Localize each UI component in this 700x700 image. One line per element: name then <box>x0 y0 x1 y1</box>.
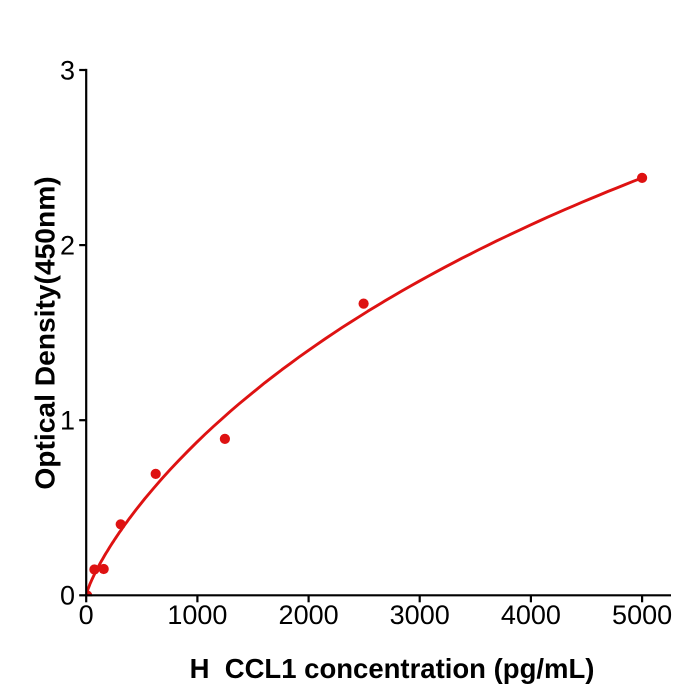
svg-text:H CCL1 concentration (pg/mL): H CCL1 concentration (pg/mL) <box>190 653 595 684</box>
svg-text:5000: 5000 <box>612 600 672 630</box>
svg-text:1: 1 <box>60 406 75 436</box>
svg-text:2000: 2000 <box>279 600 339 630</box>
svg-text:2: 2 <box>60 230 75 260</box>
svg-text:4000: 4000 <box>501 600 561 630</box>
svg-text:3: 3 <box>60 55 75 85</box>
svg-text:0: 0 <box>60 581 75 611</box>
svg-text:3000: 3000 <box>390 600 450 630</box>
svg-text:0: 0 <box>79 600 94 630</box>
svg-text:1000: 1000 <box>167 600 227 630</box>
svg-text:Optical Density(450nm): Optical Density(450nm) <box>29 176 61 489</box>
